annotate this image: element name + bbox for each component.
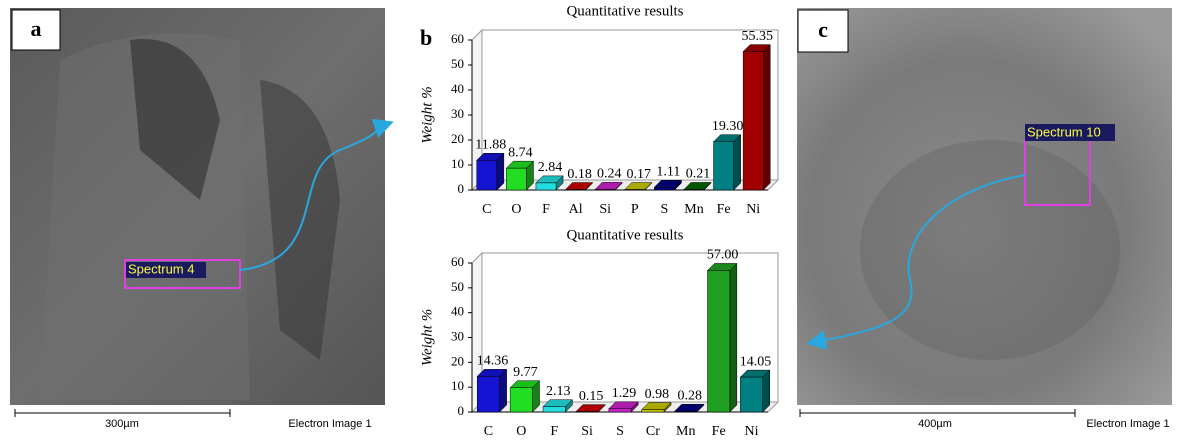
value-label: 14.36 [477,354,509,369]
value-label: 57.00 [707,248,739,263]
x-tick-label: Ni [746,202,760,217]
bar [594,189,616,191]
bar [641,409,665,413]
value-label: 1.11 [656,164,680,179]
y-tick-label: 50 [451,56,464,71]
x-tick-label: Fe [717,202,731,217]
bar [654,186,675,191]
value-label: 0.17 [627,167,652,182]
y-tick-label: 40 [451,304,464,319]
bar [542,406,566,413]
x-tick-label: S [661,202,669,217]
x-tick-label: P [631,202,639,217]
x-tick-label: Si [599,202,611,217]
y-tick-label: 60 [451,254,464,269]
value-label: 14.05 [740,354,772,369]
scale-bar [14,409,231,417]
y-tick-label: 10 [451,156,464,171]
y-axis-label: Weight % [419,86,435,143]
image-caption: Electron Image 1 [1086,418,1169,430]
panel-label: c [818,17,828,42]
spectrum-box [124,259,241,289]
chart-title: Quantitative results [566,227,683,243]
dark-region [260,80,340,360]
value-label: 2.13 [546,384,571,399]
x-tick-label: Si [581,424,593,439]
x-tick-label: Fe [712,424,726,439]
bar [713,141,734,191]
panel-label: a [31,16,42,41]
value-label: 0.28 [678,389,703,404]
panel-label-box [11,9,61,51]
x-tick-label: C [484,424,493,439]
value-label: 19.30 [712,119,744,134]
x-tick-label: C [482,202,491,217]
bar [608,408,632,413]
x-tick-label: Mn [676,424,695,439]
chart-title: Quantitative results [566,3,683,19]
y-axis-label: Weight % [419,309,435,366]
arrow [239,118,394,271]
bar [740,376,763,413]
spectrum-label-bg [1025,124,1115,141]
scale-label: 400µm [918,418,952,430]
x-tick-label: O [516,424,526,439]
y-tick-label: 30 [451,106,464,121]
x-tick-label: F [542,202,550,217]
bar [509,387,533,413]
y-tick-label: 0 [458,403,465,418]
y-tick-label: 30 [451,328,464,343]
panel-label: b [420,25,432,50]
y-tick-label: 0 [458,181,465,196]
bar-side [733,134,741,191]
x-tick-label: Ni [745,424,759,439]
spectrum-label-bg [126,262,206,278]
value-label: 11.88 [475,138,506,153]
value-label: 0.18 [567,167,592,182]
y-tick-label: 50 [451,279,464,294]
x-tick-label: Cr [646,424,660,439]
bar-side [763,44,771,191]
sem-image [797,8,1172,405]
y-tick-label: 40 [451,81,464,96]
image-caption: Electron Image 1 [288,418,371,430]
bar [707,270,731,413]
x-tick-label: F [550,424,558,439]
x-tick-label: S [616,424,624,439]
panel-label-box [797,9,849,53]
bar [674,411,698,413]
y-tick-label: 20 [451,353,464,368]
value-label: 2.84 [538,160,563,175]
x-tick-label: Mn [684,202,703,217]
bar-side [499,368,507,413]
value-label: 0.21 [686,167,711,182]
value-label: 55.35 [741,29,773,44]
value-label: 9.77 [513,365,538,380]
scale-bar [799,409,1076,417]
y-tick-label: 10 [451,378,464,393]
bar-side [729,262,738,413]
value-label: 0.98 [645,387,670,402]
arrow [806,174,1026,350]
scale-label: 300µm [105,418,139,430]
bar [683,189,705,191]
bar [477,376,500,413]
value-label: 0.15 [579,389,604,404]
x-tick-label: Al [569,202,583,217]
bar [476,160,498,191]
bar [742,51,764,191]
spectrum-label: Spectrum 4 [128,261,194,276]
value-label: 8.74 [508,145,533,160]
bar [506,167,527,191]
y-tick-label: 60 [451,31,464,46]
x-tick-label: O [511,202,521,217]
spectrum-label: Spectrum 10 [1027,124,1101,139]
value-label: 1.29 [612,386,637,401]
y-tick-label: 20 [451,131,464,146]
wear-scar [860,140,1120,360]
dark-region [130,39,220,200]
value-label: 0.24 [597,167,622,182]
bar [535,182,557,191]
